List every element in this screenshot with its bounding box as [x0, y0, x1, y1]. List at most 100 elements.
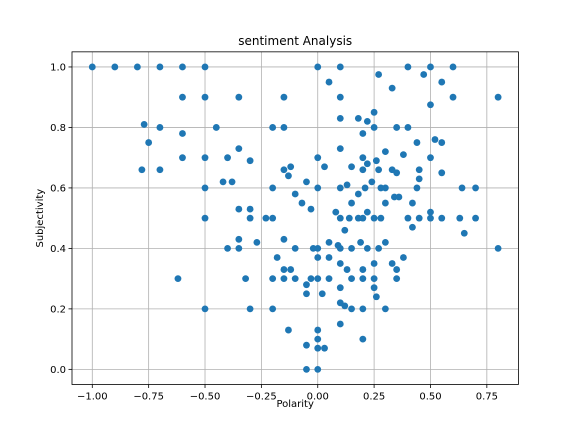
y-axis-ticks: 0.0 0.2 0.4 0.6 0.8 1.0: [50, 62, 72, 376]
x-tick-label: −1.00: [77, 391, 108, 402]
data-point: [348, 199, 355, 207]
x-axis-label: Polarity: [276, 399, 314, 410]
data-point: [280, 166, 288, 174]
data-point: [235, 145, 243, 153]
data-point: [393, 169, 401, 177]
data-point: [431, 136, 439, 143]
data-point: [285, 172, 292, 180]
data-point: [336, 93, 344, 101]
data-point: [201, 63, 209, 71]
data-point: [348, 245, 355, 252]
data-point: [318, 290, 326, 298]
data-point: [400, 254, 407, 261]
data-point: [438, 169, 446, 177]
data-point: [228, 178, 236, 186]
data-point: [201, 154, 209, 162]
data-point: [354, 190, 362, 198]
data-point: [348, 163, 355, 171]
data-point: [375, 166, 383, 174]
x-tick-label: 0.25: [363, 391, 385, 402]
data-point: [341, 302, 349, 310]
data-point: [393, 124, 401, 131]
data-point: [314, 154, 322, 162]
data-point: [291, 275, 299, 283]
data-point: [179, 130, 186, 137]
data-point: [280, 93, 288, 101]
y-axis-label: Subjectivity: [35, 189, 46, 248]
data-point: [303, 365, 310, 373]
data-point: [415, 214, 423, 222]
data-point: [336, 245, 344, 252]
x-tick-label: 0.75: [476, 391, 498, 402]
data-point: [321, 344, 328, 352]
data-point: [348, 305, 355, 313]
data-point: [368, 178, 376, 186]
data-point: [336, 284, 344, 292]
data-point: [325, 254, 333, 261]
data-point: [359, 214, 367, 222]
data-point: [438, 78, 446, 86]
data-point: [235, 235, 243, 243]
data-point: [381, 238, 389, 246]
data-point: [494, 245, 502, 252]
data-point: [280, 124, 288, 131]
data-point: [332, 208, 340, 216]
data-point: [354, 114, 362, 122]
y-tick-label: 0.0: [50, 365, 66, 376]
data-point: [269, 214, 277, 222]
data-point: [280, 235, 288, 243]
data-point: [273, 254, 281, 261]
data-point: [325, 238, 333, 246]
data-point: [156, 166, 164, 174]
data-point: [262, 214, 270, 222]
data-point: [269, 305, 277, 313]
data-point: [438, 139, 446, 146]
data-point: [427, 101, 434, 109]
data-point: [253, 238, 261, 246]
data-point: [201, 184, 209, 192]
data-point: [393, 275, 401, 283]
data-point: [314, 254, 322, 261]
y-tick-label: 0.4: [50, 244, 66, 255]
data-point: [133, 63, 141, 71]
data-point: [156, 63, 164, 71]
chart-title: sentiment Analysis: [238, 34, 352, 48]
grid-lines: [72, 51, 519, 385]
data-point: [381, 184, 389, 192]
data-point: [363, 208, 371, 216]
data-point: [359, 305, 367, 313]
data-point: [314, 344, 322, 352]
data-point: [472, 214, 479, 222]
data-point: [388, 260, 396, 267]
data-point: [219, 178, 227, 186]
data-point: [372, 157, 380, 165]
data-point: [145, 139, 153, 146]
data-point: [303, 341, 310, 349]
data-point: [242, 275, 250, 283]
data-point: [458, 184, 466, 192]
data-point: [140, 121, 148, 128]
y-tick-label: 0.8: [50, 123, 66, 134]
data-point: [291, 245, 299, 252]
data-point: [370, 214, 378, 222]
data-point: [88, 63, 96, 71]
data-point: [280, 275, 288, 283]
data-point: [381, 148, 389, 156]
data-point: [336, 214, 344, 222]
data-point: [359, 266, 367, 273]
data-point: [212, 124, 220, 131]
data-point: [111, 63, 119, 71]
data-point: [409, 199, 416, 207]
x-tick-label: −0.50: [190, 391, 221, 402]
data-point: [359, 154, 367, 162]
data-points: [88, 63, 502, 373]
plot-frame: [71, 51, 519, 385]
x-axis-ticks: −1.00 −0.75 −0.50 −0.25 0.00 0.25 0.50 0.75: [77, 384, 498, 402]
data-point: [372, 293, 380, 301]
data-point: [336, 320, 344, 328]
data-point: [393, 266, 401, 273]
data-point: [325, 275, 333, 283]
data-point: [427, 63, 434, 71]
data-point: [370, 284, 378, 292]
data-point: [201, 214, 209, 222]
